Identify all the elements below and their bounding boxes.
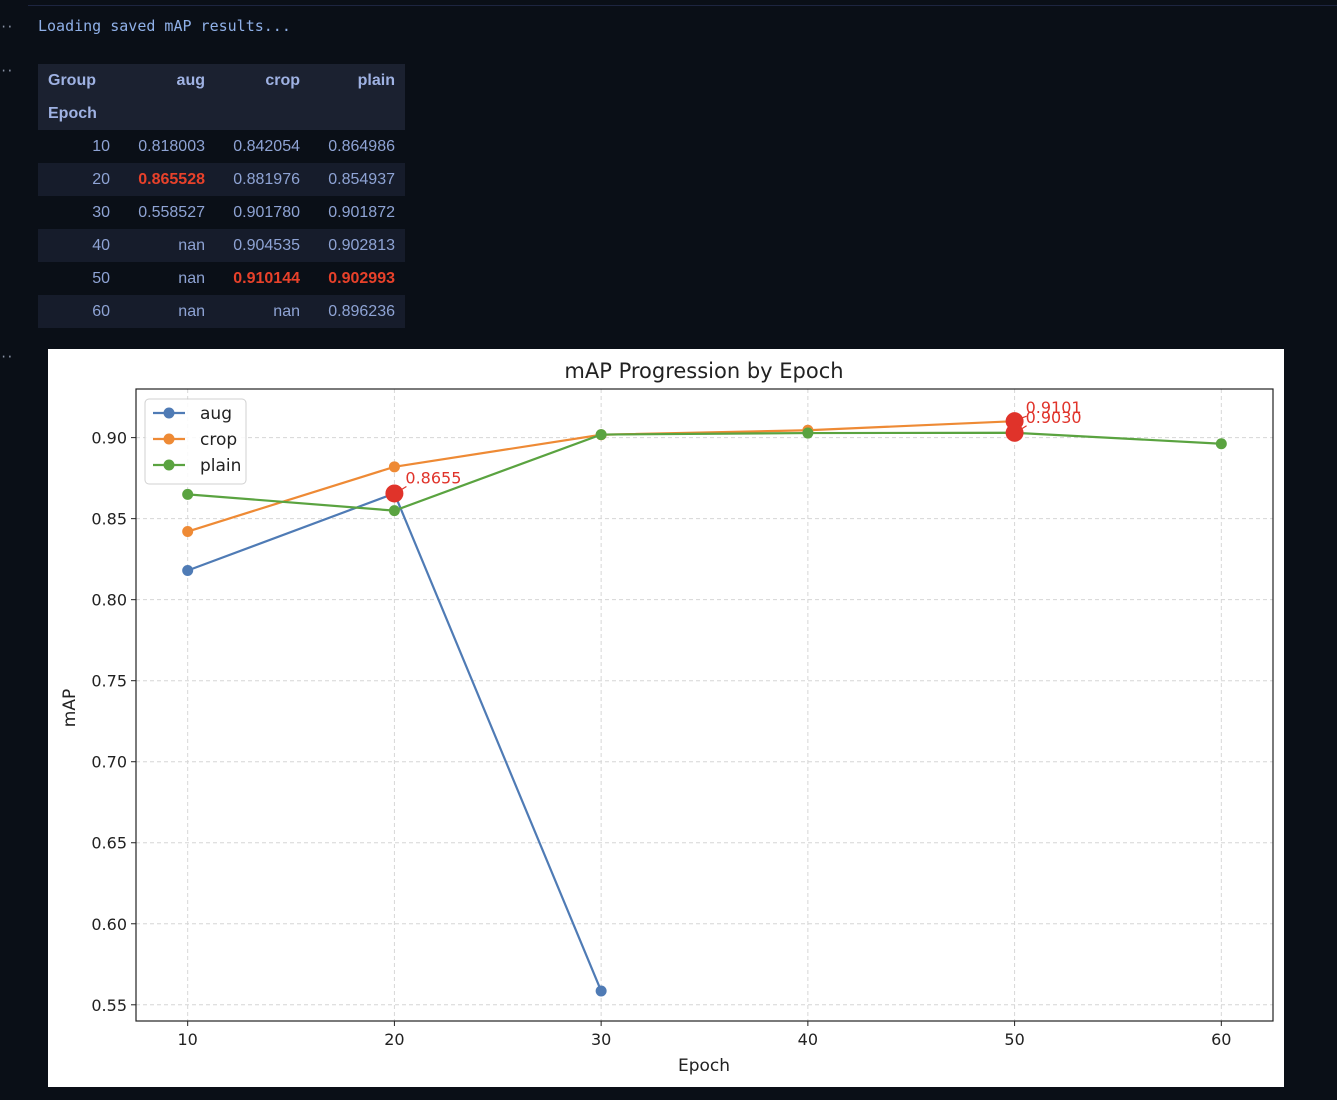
header-aug: aug (120, 64, 215, 97)
plain-cell: 0.902813 (310, 229, 405, 262)
x-tick-label: 30 (591, 1030, 611, 1049)
annotation-label: 0.9030 (1026, 408, 1082, 427)
log-output: Loading saved mAP results... (38, 17, 291, 35)
legend-label: crop (200, 430, 237, 450)
crop-cell: 0.901780 (215, 196, 310, 229)
table-header-row: Epoch (38, 97, 405, 130)
aug-cell: 0.818003 (120, 130, 215, 163)
crop-cell: 0.842054 (215, 130, 310, 163)
aug-cell: nan (120, 295, 215, 328)
legend-label: plain (200, 456, 241, 476)
x-tick-label: 50 (1004, 1030, 1024, 1049)
y-tick-label: 0.80 (91, 591, 127, 610)
y-tick-label: 0.85 (91, 510, 127, 529)
annotation-label: 0.9101 (1026, 398, 1082, 417)
annotation-arrow (398, 485, 407, 492)
header-epoch: Epoch (38, 97, 120, 130)
epoch-cell: 50 (38, 262, 120, 295)
aug-cell: 0.865528 (120, 163, 215, 196)
cell-collapse-marker[interactable]: ·· (0, 350, 13, 364)
chart-svg: 10 20 30 40 50 60 0.55 0.60 0.65 0.70 0.75 0.80 0.85… (60, 359, 1274, 1076)
aug-cell: nan (120, 229, 215, 262)
table-header-row: Group aug crop plain (38, 64, 405, 97)
aug-cell: 0.558527 (120, 196, 215, 229)
plain-cell: 0.854937 (310, 163, 405, 196)
table-row: 10 0.818003 0.842054 0.864986 (38, 130, 405, 163)
legend-label: aug (200, 404, 232, 424)
legend-swatch-marker (163, 407, 175, 419)
legend-swatch-marker (163, 459, 175, 471)
x-axis-label: Epoch (678, 1056, 730, 1076)
header-empty (215, 97, 310, 130)
y-tick-label: 0.65 (91, 834, 127, 853)
data-point-plain (182, 488, 194, 500)
crop-cell: 0.881976 (215, 163, 310, 196)
plot-frame (135, 388, 1274, 1022)
data-point-plain (802, 427, 814, 439)
aug-cell: nan (120, 262, 215, 295)
data-point-plain (388, 505, 400, 517)
x-tick-label: 20 (384, 1030, 404, 1049)
epoch-cell: 40 (38, 229, 120, 262)
y-axis-label: mAP (60, 689, 80, 727)
crop-cell: 0.904535 (215, 229, 310, 262)
data-point-aug (182, 564, 194, 576)
annotation-label: 0.8655 (405, 468, 461, 487)
best-marker (1005, 423, 1024, 442)
crop-cell: nan (215, 295, 310, 328)
y-tick-label: 0.75 (91, 672, 127, 691)
plain-cell: 0.901872 (310, 196, 405, 229)
plain-cell: 0.864986 (310, 130, 405, 163)
annotation-arrow (1018, 425, 1027, 432)
best-marker (385, 484, 404, 503)
crop-cell: 0.910144 (215, 262, 310, 295)
series-line-plain (187, 431, 1222, 512)
table-row: 50 nan 0.910144 0.902993 (38, 262, 405, 295)
data-point-crop (182, 526, 194, 538)
annotation-arrow (1018, 415, 1027, 420)
legend-swatch-marker (163, 433, 175, 445)
header-empty (310, 97, 405, 130)
header-empty (120, 97, 215, 130)
header-crop: crop (215, 64, 310, 97)
y-tick-label: 0.60 (91, 915, 127, 934)
header-group: Group (38, 64, 120, 97)
epoch-cell: 10 (38, 130, 120, 163)
cell-top-border (28, 0, 1337, 6)
epoch-cell: 20 (38, 163, 120, 196)
table-row: 40 nan 0.904535 0.902813 (38, 229, 405, 262)
map-chart: 10 20 30 40 50 60 0.55 0.60 0.65 0.70 0.75 0.80 0.85… (48, 349, 1284, 1087)
x-tick-label: 40 (798, 1030, 818, 1049)
results-table: Group aug crop plain Epoch 10 0.818003 0.8… (38, 64, 405, 328)
epoch-cell: 30 (38, 196, 120, 229)
cell-collapse-marker[interactable]: ·· (0, 20, 13, 34)
y-tick-label: 0.55 (91, 996, 127, 1015)
plain-cell: 0.896236 (310, 295, 405, 328)
x-tick-label: 60 (1211, 1030, 1231, 1049)
chart-title: mAP Progression by Epoch (564, 359, 843, 383)
cell-collapse-marker[interactable]: ·· (0, 64, 13, 78)
plain-cell: 0.902993 (310, 262, 405, 295)
x-tick-label: 10 (178, 1030, 198, 1049)
data-point-crop (388, 461, 400, 473)
data-point-aug (595, 985, 607, 997)
data-point-plain (595, 429, 607, 441)
data-point-plain (1215, 438, 1227, 450)
table-row: 60 nan nan 0.896236 (38, 295, 405, 328)
epoch-cell: 60 (38, 295, 120, 328)
header-plain: plain (310, 64, 405, 97)
y-tick-label: 0.90 (91, 429, 127, 448)
table-row: 30 0.558527 0.901780 0.901872 (38, 196, 405, 229)
y-tick-label: 0.70 (91, 753, 127, 772)
table-row: 20 0.865528 0.881976 0.854937 (38, 163, 405, 196)
